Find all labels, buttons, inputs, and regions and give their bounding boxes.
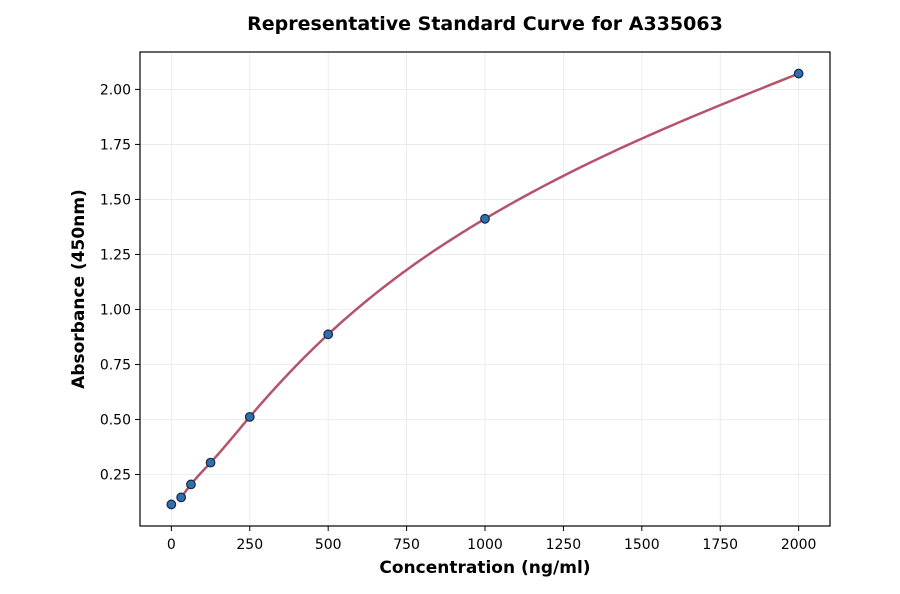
y-tick-label: 0.50	[100, 412, 131, 428]
x-axis: 0 250 500 750 1000 1250 1500 1750 2000	[167, 526, 817, 553]
x-tick-label: 500	[315, 537, 342, 553]
y-tick-label: 1.50	[100, 192, 131, 208]
fit-curve-group	[180, 72, 800, 499]
data-point	[244, 411, 255, 422]
x-tick-label: 1000	[467, 537, 503, 553]
y-axis: 0.25 0.50 0.75 1.00 1.25 1.50 1.75 2.00	[100, 82, 140, 484]
x-tick-label: 1500	[624, 537, 660, 553]
x-tick-label: 1750	[702, 537, 738, 553]
x-axis-label: Concentration (ng/ml)	[379, 558, 590, 578]
x-tick-label: 750	[393, 537, 420, 553]
data-point	[166, 499, 177, 510]
y-tick-label: 0.75	[100, 357, 131, 373]
y-tick-label: 2.00	[100, 82, 131, 98]
data-point	[793, 68, 804, 79]
data-point	[205, 457, 216, 468]
data-point	[323, 329, 334, 340]
x-tick-label: 2000	[781, 537, 817, 553]
x-tick-label: 250	[236, 537, 263, 553]
x-tick-label: 1250	[546, 537, 582, 553]
y-axis-label: Absorbance (450nm)	[69, 189, 89, 389]
data-point	[176, 492, 187, 503]
chart-title: Representative Standard Curve for A33506…	[247, 13, 723, 35]
data-point	[480, 213, 490, 224]
y-tick-label: 1.00	[100, 302, 131, 318]
y-tick-label: 1.25	[100, 247, 131, 263]
fit-curve	[180, 72, 800, 499]
x-tick-label: 0	[167, 537, 176, 553]
data-point	[186, 479, 196, 490]
data-points	[166, 68, 804, 510]
y-tick-label: 1.75	[100, 137, 131, 153]
y-tick-label: 0.25	[100, 468, 131, 484]
grid	[140, 52, 830, 526]
